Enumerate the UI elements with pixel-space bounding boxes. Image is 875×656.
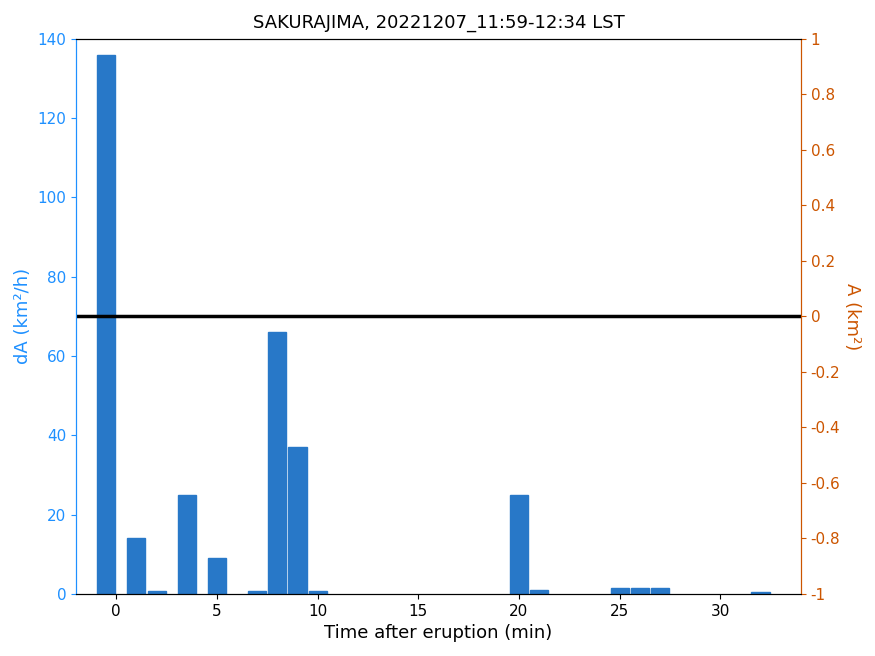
Bar (530, 590, 548, 594)
Bar (309, 590, 326, 594)
Bar (178, 495, 196, 594)
Bar (651, 588, 669, 594)
Y-axis label: dA (km²/h): dA (km²/h) (14, 268, 31, 364)
Bar (289, 447, 306, 594)
Bar (631, 588, 648, 594)
Bar (248, 590, 266, 594)
Bar (611, 588, 628, 594)
X-axis label: Time after eruption (min): Time after eruption (min) (325, 624, 552, 642)
Bar (128, 539, 145, 594)
Bar (752, 592, 770, 594)
Bar (97, 54, 116, 594)
Bar (510, 495, 528, 594)
Title: SAKURAJIMA, 20221207_11:59-12:34 LST: SAKURAJIMA, 20221207_11:59-12:34 LST (253, 14, 624, 32)
Bar (269, 332, 286, 594)
Y-axis label: A (km²): A (km²) (844, 283, 861, 350)
Bar (208, 558, 226, 594)
Bar (148, 590, 165, 594)
